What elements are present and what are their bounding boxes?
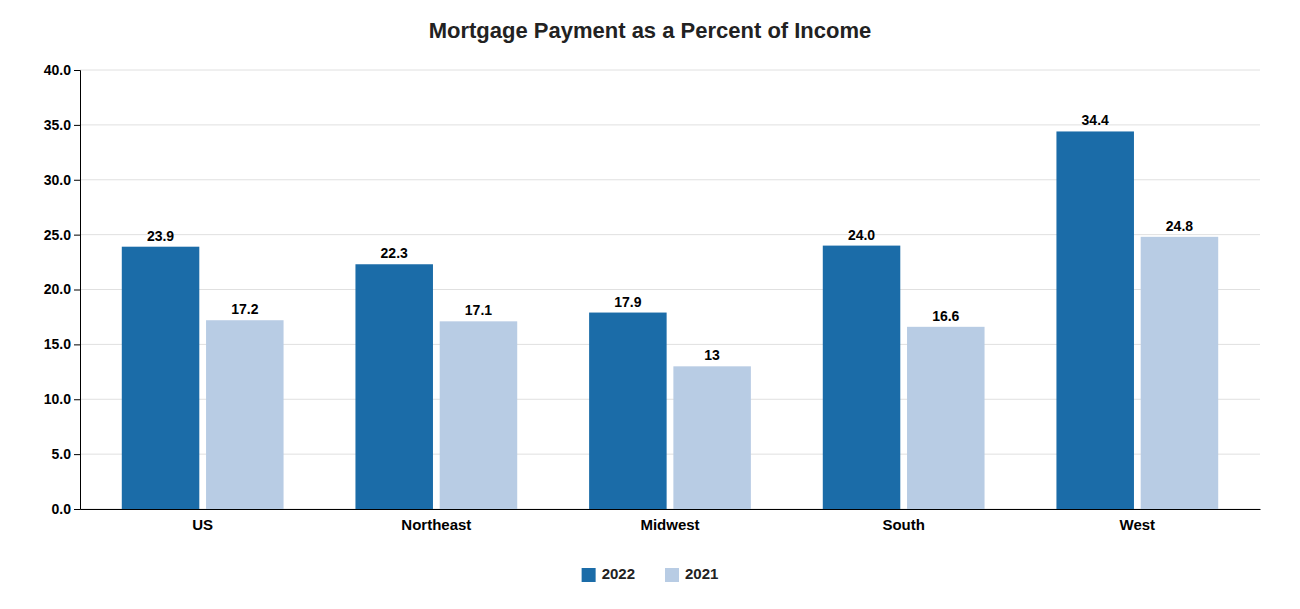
data-labels: 23.9 22.3 17.9 24.0 34.4 17.2 17.1 13 16.6 24.8: [147, 112, 1193, 363]
y-tick: 25.0: [44, 227, 80, 243]
legend-item: 2021: [665, 565, 718, 582]
y-tick-mark: [74, 509, 80, 510]
y-tick-mark: [74, 344, 80, 345]
legend: 2022 2021: [582, 565, 719, 582]
legend-label: 2022: [602, 565, 635, 582]
x-axis: US Northeast Midwest South West: [81, 509, 1261, 533]
bar: [440, 321, 518, 509]
y-tick-label: 10.0: [44, 391, 71, 407]
bar: [589, 313, 667, 509]
data-label: 24.0: [848, 227, 875, 243]
y-tick: 40.0: [44, 62, 80, 78]
y-tick-mark: [74, 290, 80, 291]
y-axis: 0.0 5.0 10.0 15.0 20.0 25.0 30.0 35.0 40.0: [44, 62, 81, 517]
x-tick: US: [192, 509, 213, 533]
legend-swatch: [665, 568, 679, 582]
x-tick-label: West: [1120, 516, 1156, 533]
bar: [907, 327, 985, 509]
y-tick-label: 20.0: [44, 281, 71, 297]
y-tick-mark: [74, 454, 80, 455]
data-label: 34.4: [1082, 112, 1109, 128]
legend-item: 2022: [582, 565, 635, 582]
x-axis-line: [81, 509, 1261, 510]
x-tick: West: [1120, 509, 1156, 533]
x-tick-label: South: [882, 516, 925, 533]
x-tick-label: US: [192, 516, 213, 533]
grid-line: [80, 70, 1260, 71]
grid: [80, 70, 1260, 509]
x-tick: South: [882, 509, 925, 533]
series: [122, 131, 1134, 509]
y-tick-mark: [74, 125, 80, 126]
y-tick: 15.0: [44, 336, 80, 352]
y-tick-mark: [74, 399, 80, 400]
bar: [122, 247, 200, 509]
y-tick: 5.0: [52, 446, 80, 462]
y-tick: 20.0: [44, 281, 80, 297]
y-tick-label: 0.0: [52, 501, 72, 517]
y-axis-line: [74, 71, 81, 510]
data-label: 16.6: [932, 308, 959, 324]
data-label: 17.1: [465, 302, 492, 318]
y-tick-label: 5.0: [52, 446, 72, 462]
title: Mortgage Payment as a Percent of Income: [429, 18, 872, 43]
bar: [1141, 237, 1219, 509]
data-label: 22.3: [381, 245, 408, 261]
y-tick-label: 40.0: [44, 62, 71, 78]
legend-swatch: [582, 568, 596, 582]
x-tick: Midwest: [640, 509, 699, 533]
bar: [823, 246, 901, 509]
series: [206, 237, 1218, 509]
y-tick-mark: [74, 235, 80, 236]
y-tick: 0.0: [52, 501, 80, 517]
y-tick-mark: [74, 180, 80, 181]
x-tick: Northeast: [401, 509, 471, 533]
y-tick: 10.0: [44, 391, 80, 407]
plot: 0.0 5.0 10.0 15.0 20.0 25.0 30.0 35.0 40.0 23.9 22…: [44, 62, 1261, 533]
y-tick-label: 15.0: [44, 336, 71, 352]
y-tick-mark: [74, 70, 80, 71]
bars: [122, 131, 1218, 509]
data-label: 23.9: [147, 228, 174, 244]
y-tick-label: 35.0: [44, 117, 71, 133]
data-label: 17.9: [614, 294, 641, 310]
chart: Mortgage Payment as a Percent of Income 0…: [0, 0, 1300, 609]
y-tick: 35.0: [44, 117, 80, 133]
legend-label: 2021: [685, 565, 718, 582]
x-tick-label: Northeast: [401, 516, 471, 533]
bar: [673, 366, 751, 509]
bar: [355, 264, 433, 509]
bar: [206, 320, 284, 509]
bar: [1056, 131, 1134, 509]
data-label: 17.2: [231, 301, 258, 317]
data-label: 24.8: [1166, 218, 1193, 234]
y-tick: 30.0: [44, 172, 80, 188]
data-label: 13: [704, 347, 720, 363]
y-tick-label: 25.0: [44, 227, 71, 243]
x-tick-label: Midwest: [640, 516, 699, 533]
y-tick-label: 30.0: [44, 172, 71, 188]
